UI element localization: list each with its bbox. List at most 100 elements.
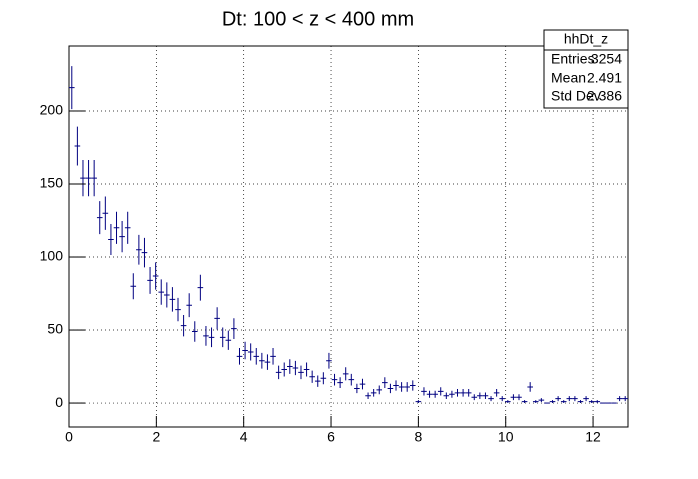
data-point — [124, 211, 131, 244]
data-point — [359, 378, 366, 390]
data-point — [102, 196, 109, 230]
data-point — [303, 362, 310, 377]
y-tick-label: 0 — [55, 394, 63, 410]
data-point — [398, 382, 405, 392]
stats-value: 2.491 — [587, 70, 622, 86]
x-tick-label: 2 — [152, 429, 160, 445]
data-point — [404, 382, 410, 392]
data-point — [510, 394, 517, 401]
data-point — [527, 382, 533, 392]
data-point — [393, 380, 399, 391]
y-tick-label: 150 — [40, 175, 64, 191]
data-point — [337, 377, 343, 389]
x-tick-label: 8 — [414, 429, 422, 445]
data-point — [616, 396, 623, 402]
data-point — [382, 377, 388, 389]
data-point — [415, 400, 422, 404]
data-point — [208, 327, 215, 348]
data-point — [259, 352, 265, 369]
data-point — [175, 297, 181, 322]
data-point — [521, 400, 528, 404]
x-tick-label: 12 — [585, 429, 601, 445]
data-point — [270, 347, 276, 365]
data-point — [225, 330, 232, 350]
data-point — [320, 372, 327, 385]
data-point — [505, 400, 511, 404]
data-point — [85, 160, 92, 197]
data-point — [242, 341, 248, 360]
data-point — [292, 360, 299, 376]
data-point — [387, 383, 394, 394]
data-point — [180, 314, 187, 337]
data-point — [421, 387, 427, 396]
data-point — [326, 352, 332, 369]
data-point — [164, 282, 170, 308]
stats-label: Entries — [551, 51, 595, 67]
stats-frame — [543, 29, 629, 109]
stats-value: 3254 — [591, 51, 622, 67]
y-tick-label: 200 — [40, 102, 64, 118]
data-point — [231, 318, 237, 339]
data-point — [108, 224, 114, 255]
data-point — [113, 211, 120, 244]
data-point — [197, 274, 204, 301]
data-point — [69, 66, 75, 110]
data-point — [465, 389, 472, 397]
data-point — [354, 383, 360, 394]
data-point — [532, 400, 539, 404]
data-point — [566, 396, 573, 402]
data-point — [583, 396, 589, 402]
data-point — [203, 325, 209, 346]
data-point — [488, 396, 494, 402]
data-point — [141, 237, 148, 268]
data-point — [370, 389, 377, 397]
data-point — [275, 365, 282, 380]
data-point — [482, 392, 489, 399]
data-point — [443, 392, 450, 399]
data-point — [577, 400, 584, 404]
x-tick-label: 6 — [327, 429, 335, 445]
data-point — [80, 160, 86, 197]
data-point — [130, 273, 137, 300]
data-point — [331, 373, 338, 386]
y-tick-label: 50 — [47, 321, 63, 337]
data-point — [342, 367, 349, 381]
data-point — [471, 394, 478, 401]
data-point — [281, 362, 288, 377]
data-point — [191, 321, 198, 342]
stats-value: 2.386 — [587, 88, 622, 104]
data-point — [454, 389, 461, 397]
data-point — [158, 279, 165, 305]
data-point — [169, 287, 176, 312]
data-point — [264, 354, 271, 370]
chart-title: Dt: 100 < z < 400 mm — [222, 8, 414, 30]
data-point — [432, 390, 438, 398]
x-tick-label: 10 — [498, 429, 514, 445]
data-point — [460, 389, 466, 397]
stats-label: Mean — [551, 70, 586, 86]
data-point — [426, 390, 433, 398]
data-point — [376, 385, 383, 395]
data-point — [186, 293, 192, 318]
data-point — [477, 392, 483, 399]
data-point — [549, 400, 556, 404]
data-point — [147, 266, 153, 294]
data-point — [560, 400, 567, 404]
data-point — [588, 400, 595, 404]
data-point — [493, 389, 500, 397]
data-point — [314, 375, 321, 387]
data-point — [96, 201, 103, 235]
data-point — [136, 234, 142, 265]
data-point — [287, 359, 293, 374]
data-point — [516, 394, 522, 401]
stats-label: Std Dev — [551, 88, 601, 104]
data-point — [449, 390, 455, 398]
data-point — [538, 398, 545, 403]
data-point — [152, 262, 159, 290]
data-point — [499, 396, 506, 402]
x-tick-label: 4 — [240, 429, 248, 445]
data-point — [253, 347, 260, 365]
stats-box: hhDt_z Entries 3254 Mean 2.491 Std Dev 2… — [543, 29, 629, 109]
data-point — [298, 365, 304, 380]
